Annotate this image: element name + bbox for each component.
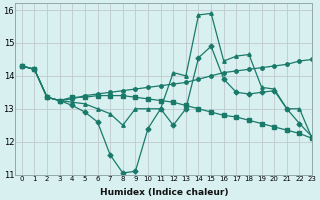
- X-axis label: Humidex (Indice chaleur): Humidex (Indice chaleur): [100, 188, 228, 197]
